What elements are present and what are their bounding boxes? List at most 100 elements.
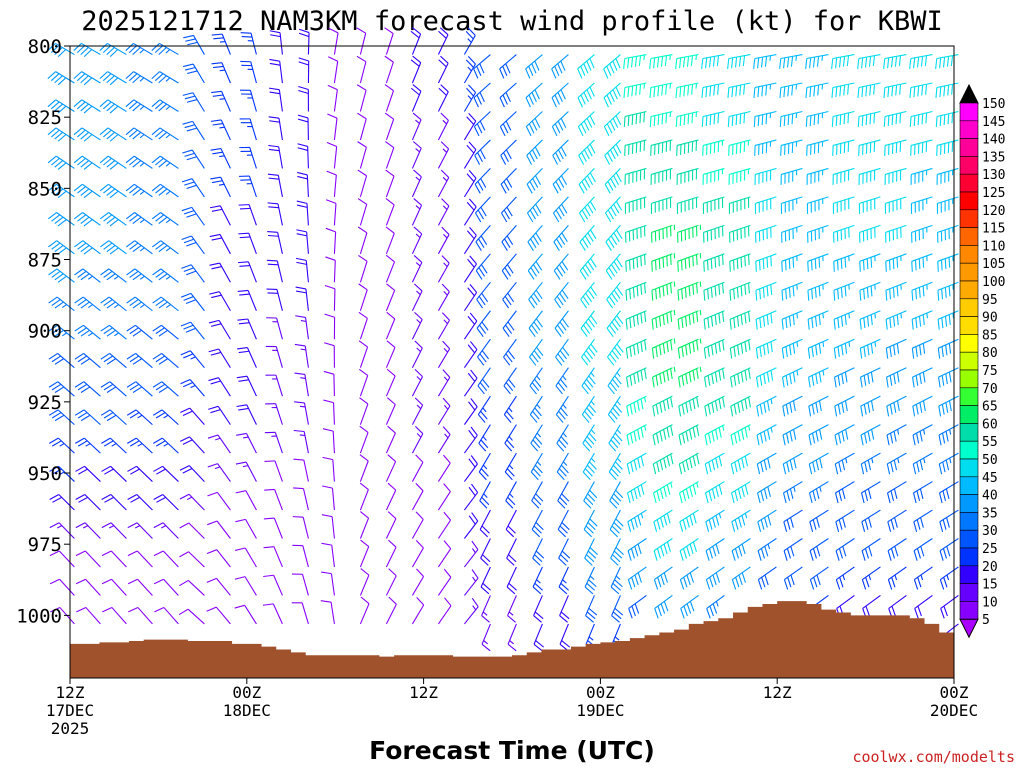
wind-barb xyxy=(626,395,647,417)
wind-barb xyxy=(101,550,127,568)
wind-barb xyxy=(101,494,127,511)
wind-barb xyxy=(913,538,933,561)
wind-barb xyxy=(914,594,933,619)
colorbar-swatch xyxy=(959,476,979,495)
wind-barb xyxy=(357,198,368,226)
wind-barb xyxy=(49,522,75,539)
wind-barb xyxy=(437,283,450,312)
x-axis-label: Forecast Time (UTC) xyxy=(369,736,655,765)
wind-barb xyxy=(101,465,127,482)
wind-barb xyxy=(126,240,153,255)
wind-barb xyxy=(805,53,829,69)
wind-barb xyxy=(294,372,309,397)
wind-barb xyxy=(506,566,517,595)
wind-barb xyxy=(753,53,777,69)
wind-barb xyxy=(782,424,803,446)
wind-barb xyxy=(503,338,517,366)
wind-barb xyxy=(779,53,803,69)
credit-text[interactable]: coolwx.com/modelts xyxy=(852,748,1015,766)
wind-barb xyxy=(783,566,803,590)
wind-barb xyxy=(292,573,309,596)
colorbar-label: 130 xyxy=(982,168,1005,183)
wind-barb xyxy=(180,407,205,425)
wind-barb xyxy=(859,281,881,301)
wind-barb xyxy=(410,55,422,84)
wind-barb xyxy=(650,196,673,214)
wind-barb xyxy=(883,82,907,98)
wind-barb xyxy=(532,566,543,595)
wind-barb xyxy=(179,551,205,568)
wind-barb xyxy=(809,509,829,532)
wind-barb xyxy=(411,311,423,340)
wind-barb xyxy=(267,173,283,197)
wind-barb xyxy=(75,550,101,568)
wind-barb xyxy=(473,111,491,137)
wind-barb xyxy=(887,538,907,561)
y-tick-label: 825 xyxy=(28,107,62,129)
wind-barb xyxy=(860,424,881,446)
wind-barb xyxy=(463,341,478,369)
wind-barb xyxy=(293,487,309,511)
wind-barb xyxy=(294,343,309,368)
wind-barb xyxy=(236,404,257,425)
colorbar-label: 25 xyxy=(982,542,998,557)
wind-barb xyxy=(628,594,647,619)
wind-barb xyxy=(780,196,803,214)
wind-barb xyxy=(235,518,257,539)
wind-barb xyxy=(210,148,231,169)
wind-barb xyxy=(783,538,803,561)
wind-barb xyxy=(151,127,179,141)
wind-barb xyxy=(730,452,751,475)
wind-barb xyxy=(100,324,127,340)
wind-barb xyxy=(553,224,569,252)
wind-barb xyxy=(608,452,623,481)
wind-barb xyxy=(235,547,257,568)
wind-barb xyxy=(208,348,231,368)
wind-barb xyxy=(100,381,127,397)
wind-barb xyxy=(208,377,231,397)
wind-barb xyxy=(506,538,517,566)
wind-barb xyxy=(780,139,803,156)
colorbar-swatch xyxy=(959,423,979,442)
wind-barb xyxy=(74,296,101,312)
wind-barb xyxy=(268,144,283,169)
wind-barb xyxy=(654,594,673,619)
wind-barb xyxy=(808,367,829,388)
wind-barb xyxy=(179,522,205,539)
wind-barb xyxy=(728,196,751,214)
wind-barb xyxy=(525,82,543,108)
wind-barb xyxy=(831,110,855,127)
wind-barb xyxy=(729,281,751,301)
wind-barb xyxy=(237,261,257,283)
wind-barb xyxy=(755,338,777,359)
wind-barb xyxy=(476,281,491,309)
wind-barb xyxy=(729,338,751,359)
wind-barb xyxy=(384,55,394,84)
wind-barb xyxy=(207,463,231,482)
wind-barb xyxy=(125,71,153,84)
wind-barb xyxy=(75,494,101,511)
colorbar-swatch xyxy=(959,102,979,122)
wind-barb xyxy=(939,481,959,504)
wind-barb xyxy=(578,139,596,165)
wind-barb xyxy=(385,397,396,425)
wind-barb xyxy=(909,53,933,69)
wind-barb xyxy=(295,315,309,340)
wind-barb xyxy=(47,127,75,142)
wind-barb xyxy=(677,224,702,243)
wind-barb xyxy=(293,458,309,482)
wind-barb xyxy=(477,395,491,423)
wind-barb xyxy=(100,353,127,369)
wind-barb xyxy=(625,253,647,272)
wind-barb xyxy=(653,509,673,532)
wind-barb xyxy=(73,71,101,86)
wind-barb xyxy=(74,268,101,283)
wind-barb xyxy=(125,183,153,198)
wind-barb xyxy=(730,395,752,417)
wind-barb xyxy=(705,481,725,504)
wind-barb xyxy=(385,226,395,255)
wind-barb xyxy=(858,139,881,156)
wind-barb xyxy=(206,577,231,596)
wind-barb xyxy=(47,42,75,58)
wind-barb xyxy=(781,281,803,301)
